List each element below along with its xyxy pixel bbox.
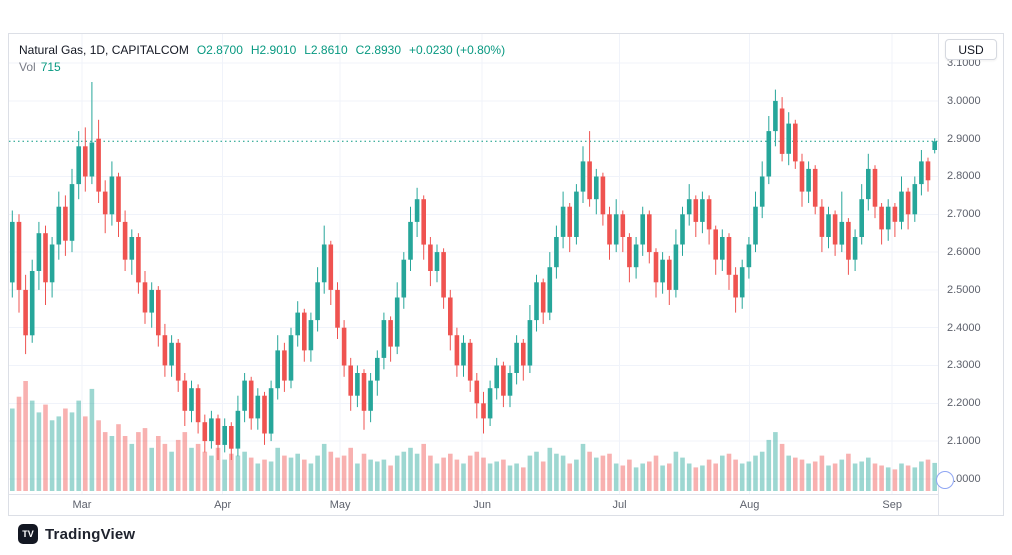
tradingview-logo-icon: TV <box>18 524 38 544</box>
time-tick-label: Jun <box>473 499 491 511</box>
time-axis[interactable]: Mar Apr May Jun Jul Aug Sep <box>9 494 938 516</box>
price-tick-label: 3.1000 <box>947 57 981 70</box>
time-tick-label: May <box>329 499 351 511</box>
price-tick-label: 2.6000 <box>947 246 981 259</box>
price-axis[interactable]: USD 3.1000 3.0000 2.9000 2.8000 2.7000 2.6000… <box>938 34 1004 515</box>
price-tick-label: 2.3000 <box>947 359 981 372</box>
tradingview-attribution-link[interactable]: TV TradingView <box>18 524 135 544</box>
volume-bars <box>10 381 937 491</box>
tradingview-brand-text: TradingView <box>45 525 136 543</box>
high-value: H2.9010 <box>250 43 297 57</box>
time-tick-label: Sep <box>882 499 902 511</box>
volume-value: 715 <box>40 60 61 74</box>
candles <box>10 82 937 460</box>
chart-legend: Natural Gas, 1D, CAPITALCOM O2.8700 H2.9… <box>19 42 505 76</box>
currency-button[interactable]: USD <box>945 39 997 60</box>
price-chart-plot[interactable] <box>9 34 938 494</box>
close-value: C2.8930 <box>355 43 402 57</box>
price-tick-label: 2.4000 <box>947 321 981 334</box>
open-value: O2.8700 <box>196 43 243 57</box>
volume-label: Vol <box>19 60 36 74</box>
goto-realtime-button[interactable] <box>936 471 954 489</box>
change-value: +0.0230 (+0.80%) <box>409 43 506 57</box>
time-tick-label: Aug <box>739 499 760 511</box>
time-tick-label: Mar <box>72 499 92 511</box>
price-tick-label: 2.2000 <box>947 397 981 410</box>
time-tick-label: Jul <box>612 499 627 511</box>
price-tick-label: 2.5000 <box>947 283 981 296</box>
candlestick-canvas[interactable] <box>9 34 938 494</box>
time-tick-label: Apr <box>214 499 232 511</box>
price-tick-label: 2.0000 <box>947 472 981 485</box>
price-tick-label: 2.8000 <box>947 170 981 183</box>
price-tick-label: 2.1000 <box>947 435 981 448</box>
price-tick-label: 2.9000 <box>947 132 981 145</box>
price-tick-label: 2.7000 <box>947 208 981 221</box>
price-tick-label: 3.0000 <box>947 94 981 107</box>
symbol-title[interactable]: Natural Gas, 1D, CAPITALCOM <box>19 43 189 57</box>
low-value: L2.8610 <box>304 43 348 57</box>
chart-panel: Natural Gas, 1D, CAPITALCOM O2.8700 H2.9… <box>8 33 1004 516</box>
